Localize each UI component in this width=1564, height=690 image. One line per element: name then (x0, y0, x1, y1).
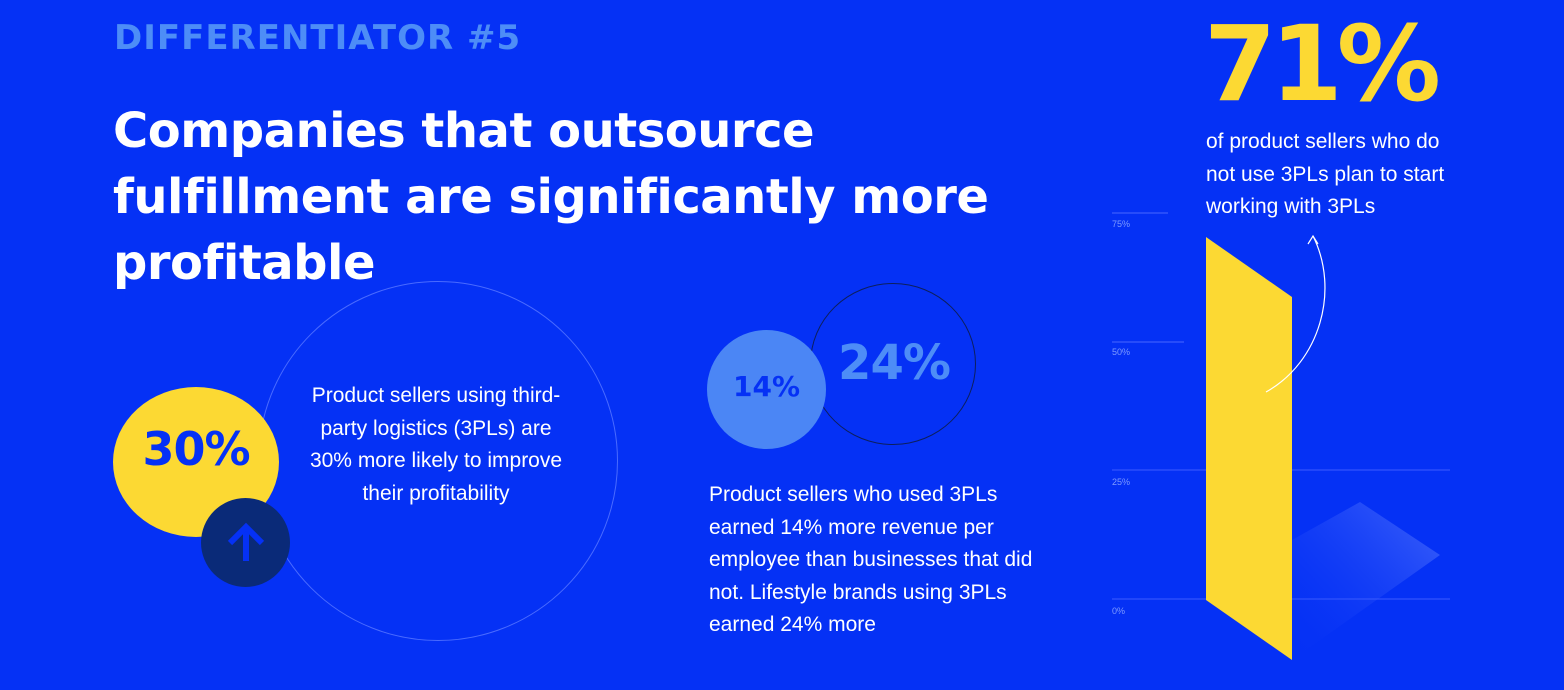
pointer-arrowhead (1307, 234, 1319, 245)
pointer-arrow (1265, 235, 1326, 393)
tick-label-25: 25% (1112, 477, 1130, 487)
tick-label-50: 50% (1112, 347, 1130, 357)
bar-71 (1206, 237, 1292, 660)
tick-label-75: 75% (1112, 219, 1130, 229)
tick-label-0: 0% (1112, 606, 1125, 616)
stat-14-circle (707, 330, 826, 449)
stat-24-value: 24% (838, 335, 951, 391)
stat-71-description: of product sellers who do not use 3PLs p… (1206, 130, 1445, 218)
bar-shadow (1292, 502, 1440, 660)
section-eyebrow: DIFFERENTIATOR #5 (114, 18, 522, 58)
arrow-up-badge (201, 498, 290, 587)
stat-30-value: 30% (142, 422, 250, 476)
page-title: Companies that outsource fulfillment are… (113, 103, 989, 291)
stat-14-value: 14% (732, 370, 801, 403)
arrow-up-icon (227, 522, 264, 561)
stat-30-description: Product sellers using third-party logist… (309, 384, 563, 505)
stat-revenue-description: Product sellers who used 3PLs earned 14%… (709, 483, 1033, 636)
stat-71-value: 71% (1204, 3, 1441, 125)
